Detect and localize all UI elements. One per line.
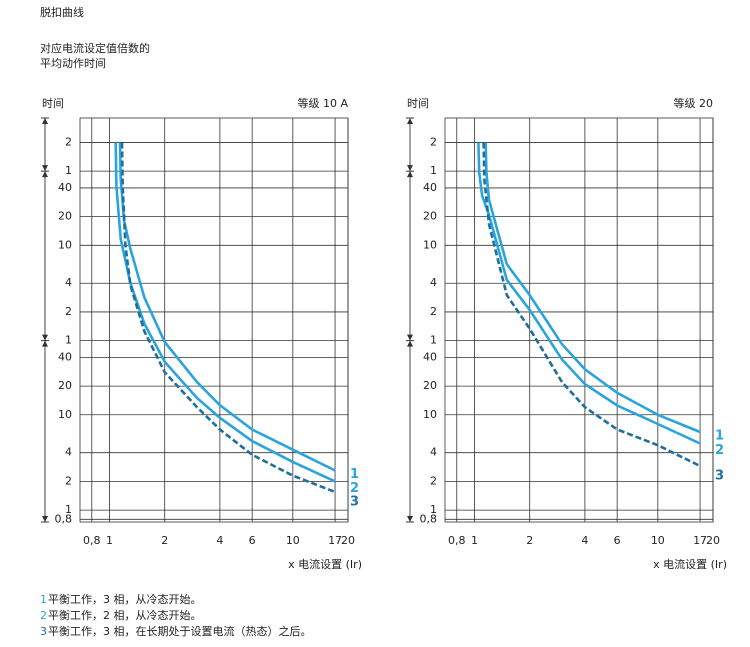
curve-label: 2 <box>350 481 359 496</box>
curve <box>114 142 336 483</box>
page-title: 脱扣曲线 <box>40 5 84 19</box>
x-tick-label: 17 <box>328 534 342 547</box>
curve <box>120 142 336 494</box>
note-key: 3 <box>40 625 47 638</box>
y-tick-label: 1 <box>430 164 437 177</box>
note-text: 平衡工作，3 相，从冷态开始。 <box>48 592 202 606</box>
note-text: 平衡工作，3 相，在长期处于设置电流（热态）之后。 <box>48 624 312 638</box>
arrow-head <box>42 516 48 522</box>
y-tick-label: 1 <box>430 503 437 516</box>
curve-label: 3 <box>715 469 724 484</box>
y-tick-label: 2 <box>65 474 72 487</box>
y-tick-label: 40 <box>423 181 437 194</box>
y-tick-label: 20 <box>423 210 437 223</box>
x-axis-label: x 电流设置 (Ir) <box>653 557 727 571</box>
y-axis-label: 时间 <box>407 97 429 110</box>
arrow-head <box>407 165 413 172</box>
y-tick-label: 2 <box>65 135 72 148</box>
arrow-head <box>42 171 48 178</box>
curve <box>477 142 701 445</box>
curve <box>484 142 701 434</box>
curve-label: 1 <box>715 428 724 443</box>
y-tick-label: 10 <box>58 408 72 421</box>
note-key: 1 <box>40 593 47 606</box>
y-tick-label: 10 <box>423 238 437 251</box>
y-tick-label: 10 <box>58 238 72 251</box>
y-tick-label: 20 <box>423 379 437 392</box>
arrow-head <box>407 171 413 178</box>
y-tick-label: 1 <box>65 334 72 347</box>
arrow-head <box>407 516 413 522</box>
y-tick-label: 40 <box>58 181 72 194</box>
y-tick-label: 4 <box>65 276 72 289</box>
x-tick-label: 20 <box>341 534 355 547</box>
y-tick-label: 2 <box>430 305 437 318</box>
x-tick-label: 6 <box>249 534 256 547</box>
y-tick-label: 4 <box>430 446 437 459</box>
y-tick-label: 20 <box>58 379 72 392</box>
x-tick-label: 4 <box>216 534 223 547</box>
y-axis-label: 时间 <box>42 97 64 110</box>
arrow-head <box>42 118 48 124</box>
y-tick-label: 2 <box>430 135 437 148</box>
x-tick-label: 17 <box>693 534 707 547</box>
x-tick-label: 0,8 <box>83 534 101 547</box>
y-tick-label: 4 <box>430 276 437 289</box>
x-tick-label: 1 <box>471 534 478 547</box>
arrow-head <box>407 118 413 124</box>
x-tick-label: 4 <box>581 534 588 547</box>
note-text: 平衡工作，2 相，从冷态开始。 <box>48 608 202 622</box>
class-label: 等级 20 <box>674 96 714 110</box>
x-tick-label: 10 <box>286 534 300 547</box>
y-tick-label: 10 <box>423 408 437 421</box>
arrow-head <box>42 165 48 172</box>
subtitle-line: 对应电流设定值倍数的 <box>40 41 150 55</box>
y-tick-label: 4 <box>65 446 72 459</box>
arrow-head <box>42 334 48 341</box>
subtitle-line: 平均动作时间 <box>40 57 106 70</box>
curve-label: 3 <box>350 494 359 509</box>
curve <box>482 142 701 468</box>
y-tick-label: 40 <box>423 350 437 363</box>
x-tick-label: 6 <box>614 534 621 547</box>
x-axis-label: x 电流设置 (Ir) <box>288 557 362 571</box>
y-tick-label: 2 <box>430 474 437 487</box>
curve-label: 1 <box>350 467 359 482</box>
y-tick-label: 2 <box>65 305 72 318</box>
note-key: 2 <box>40 609 47 622</box>
y-tick-label: 1 <box>65 503 72 516</box>
y-tick-label: 40 <box>58 350 72 363</box>
x-tick-label: 20 <box>706 534 720 547</box>
class-label: 等级 10 A <box>297 96 348 110</box>
y-tick-label: 0,8 <box>55 512 73 525</box>
curve <box>118 142 336 472</box>
y-tick-label: 1 <box>430 334 437 347</box>
y-tick-label: 20 <box>58 210 72 223</box>
y-tick-label: 1 <box>65 164 72 177</box>
x-tick-label: 0,8 <box>448 534 466 547</box>
x-tick-label: 2 <box>161 534 168 547</box>
y-tick-label: 0,8 <box>420 512 438 525</box>
x-tick-label: 2 <box>526 534 533 547</box>
arrow-head <box>407 334 413 341</box>
arrow-head <box>407 340 413 347</box>
x-tick-label: 1 <box>106 534 113 547</box>
curve-label: 2 <box>715 443 724 458</box>
x-tick-label: 10 <box>651 534 665 547</box>
arrow-head <box>42 340 48 347</box>
